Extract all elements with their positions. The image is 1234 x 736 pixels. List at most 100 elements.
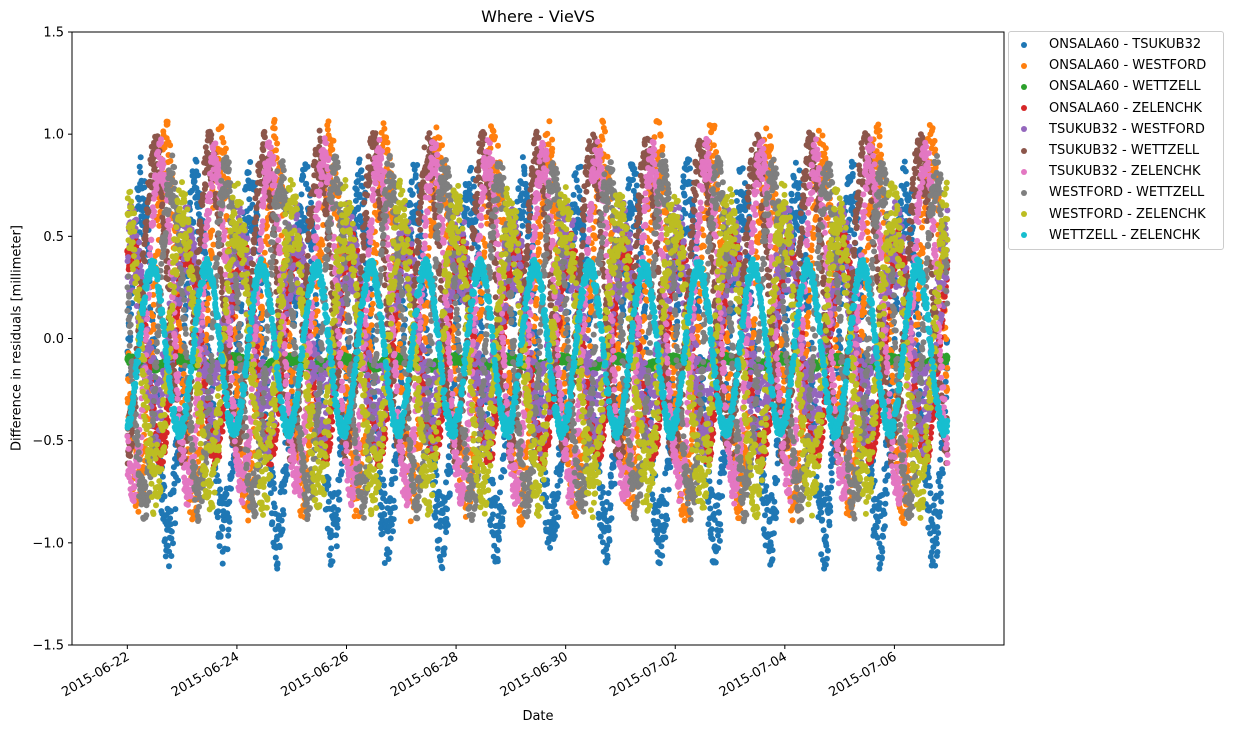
data-point (167, 515, 173, 521)
data-point (386, 556, 392, 562)
data-point (216, 478, 222, 484)
data-point (498, 474, 504, 480)
data-point (544, 131, 550, 137)
data-point (220, 526, 226, 532)
data-point (557, 478, 563, 484)
data-point (439, 565, 445, 571)
data-point (277, 544, 283, 550)
data-point (388, 535, 394, 541)
data-point (271, 486, 277, 492)
data-point (479, 324, 485, 330)
data-point (824, 556, 830, 562)
data-point (328, 545, 334, 551)
data-point (931, 502, 937, 508)
data-point (789, 192, 795, 198)
data-point (555, 490, 561, 496)
data-point (719, 493, 725, 499)
data-point (380, 477, 386, 483)
data-point (938, 499, 944, 505)
data-point (608, 502, 614, 508)
data-point (165, 543, 171, 549)
data-point (829, 470, 835, 476)
data-point (391, 498, 397, 504)
data-point (573, 170, 579, 176)
data-point (167, 142, 173, 148)
data-point (339, 469, 345, 475)
data-point (279, 518, 285, 524)
data-point (226, 527, 232, 533)
data-point (169, 529, 175, 535)
data-point (138, 154, 144, 160)
data-point (882, 501, 888, 507)
data-point (501, 452, 507, 458)
data-point (495, 548, 501, 554)
data-point (522, 171, 528, 177)
data-point (612, 481, 618, 487)
data-point (409, 179, 415, 185)
data-point (492, 134, 498, 140)
data-point (547, 545, 553, 551)
data-point (770, 556, 776, 562)
data-point (220, 561, 226, 567)
data-point (481, 249, 487, 255)
data-point (937, 457, 943, 463)
data-point (662, 534, 668, 540)
data-point (571, 192, 577, 198)
data-point (464, 206, 470, 212)
data-point (435, 546, 441, 552)
data-point (381, 483, 387, 489)
data-point (606, 527, 612, 533)
data-point (577, 188, 583, 194)
data-point (932, 563, 938, 569)
data-point (280, 527, 286, 533)
data-point (903, 168, 909, 174)
data-point (874, 524, 880, 530)
data-point (549, 137, 555, 143)
data-point (355, 206, 361, 212)
data-point (906, 195, 912, 201)
data-point (443, 529, 449, 535)
data-point (609, 515, 615, 521)
data-point (357, 157, 363, 163)
data-point (520, 519, 526, 525)
data-point (670, 376, 676, 382)
data-point (379, 504, 385, 510)
data-point (439, 142, 445, 148)
data-point (536, 246, 542, 252)
data-point (600, 490, 606, 496)
data-point (272, 135, 278, 141)
data-point (271, 480, 277, 486)
data-point (194, 159, 200, 165)
data-point (436, 537, 442, 543)
data-point (793, 160, 799, 166)
data-point (264, 234, 270, 240)
data-point (381, 126, 387, 132)
data-point (325, 482, 331, 488)
data-point (714, 502, 720, 508)
data-point (336, 489, 342, 495)
data-point (647, 238, 653, 244)
data-point (325, 127, 331, 133)
data-point (938, 490, 944, 496)
data-point (937, 484, 943, 490)
data-point (326, 499, 332, 505)
data-point (326, 118, 332, 124)
data-point (438, 557, 444, 563)
data-point (335, 517, 341, 523)
data-point (392, 475, 398, 481)
data-point (436, 135, 442, 141)
data-point (661, 487, 667, 493)
data-point (933, 535, 939, 541)
data-point (499, 518, 505, 524)
data-point (447, 490, 453, 496)
data-point (245, 518, 251, 524)
data-point (707, 506, 713, 512)
data-point (225, 546, 231, 552)
data-point (172, 506, 178, 512)
data-point (850, 171, 856, 177)
data-point (495, 558, 501, 564)
data-point (326, 476, 332, 482)
data-point (718, 528, 724, 534)
data-point (606, 490, 612, 496)
data-point (444, 506, 450, 512)
